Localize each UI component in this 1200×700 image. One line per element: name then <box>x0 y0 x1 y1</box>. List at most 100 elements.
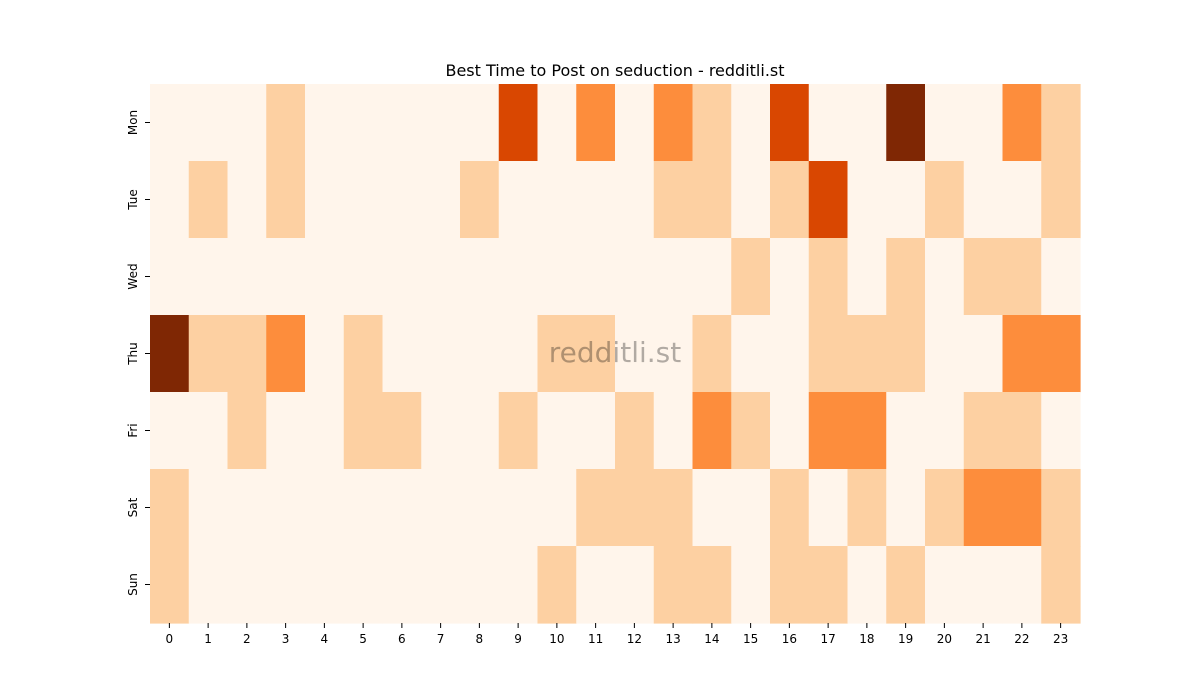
y-axis: Mon Tue Wed Thu Fri Sat Sun <box>126 110 150 596</box>
heatmap-cell <box>731 161 771 239</box>
heatmap-cell <box>343 238 384 316</box>
heatmap-cell <box>1002 392 1042 470</box>
heatmap-cell <box>963 84 1004 162</box>
heatmap-cell <box>847 392 887 470</box>
heatmap-cell <box>227 238 267 316</box>
x-tick-label: 19 <box>898 632 913 646</box>
heatmap-cells <box>150 84 1081 624</box>
heatmap-cell <box>692 546 732 624</box>
x-tick-label: 21 <box>975 632 990 646</box>
heatmap-cell <box>266 469 306 547</box>
heatmap-cell <box>886 315 926 393</box>
heatmap-cell <box>1002 161 1042 239</box>
heatmap-cell <box>576 161 616 239</box>
heatmap-cell <box>150 238 190 316</box>
heatmap-cell <box>1041 84 1081 162</box>
heatmap-cell <box>653 392 694 470</box>
heatmap-cell <box>731 469 771 547</box>
heatmap-cell <box>460 315 500 393</box>
heatmap-cell <box>460 546 500 624</box>
heatmap-cell <box>576 546 616 624</box>
heatmap-cell <box>770 84 810 162</box>
heatmap-cell <box>770 392 810 470</box>
x-tick-label: 11 <box>588 632 603 646</box>
heatmap-cell <box>266 315 306 393</box>
heatmap-cell <box>1041 315 1081 393</box>
x-tick-label: 16 <box>782 632 797 646</box>
heatmap-cell <box>343 469 384 547</box>
heatmap-cell <box>576 84 616 162</box>
heatmap-cell <box>808 238 849 316</box>
heatmap-cell <box>227 469 267 547</box>
heatmap-cell <box>343 315 384 393</box>
heatmap-cell <box>305 546 345 624</box>
heatmap-cell <box>537 469 577 547</box>
y-tick-label: Sun <box>126 573 140 596</box>
heatmap-cell <box>886 161 926 239</box>
heatmap-cell <box>963 546 1004 624</box>
heatmap-cell <box>421 84 461 162</box>
heatmap-cell <box>460 469 500 547</box>
heatmap-cell <box>537 238 577 316</box>
heatmap-cell <box>808 315 849 393</box>
heatmap-cell <box>1002 469 1042 547</box>
heatmap-cell <box>925 84 965 162</box>
heatmap-cell <box>653 546 694 624</box>
x-tick-label: 5 <box>359 632 367 646</box>
x-tick-label: 9 <box>514 632 522 646</box>
heatmap-cell <box>963 161 1004 239</box>
heatmap-cell <box>498 546 539 624</box>
heatmap-cell <box>498 392 539 470</box>
heatmap-cell <box>188 84 229 162</box>
x-tick-label: 17 <box>820 632 835 646</box>
x-axis: 0 1 2 3 4 5 6 7 8 9 10 11 12 13 14 15 16 17 18 19 20 21 22 23 <box>166 623 1068 646</box>
heatmap-cell <box>963 315 1004 393</box>
heatmap-cell <box>421 161 461 239</box>
watermark: redditli.st <box>549 336 681 369</box>
x-tick-label: 2 <box>243 632 251 646</box>
heatmap-cell <box>460 84 500 162</box>
heatmap-cell <box>692 161 732 239</box>
heatmap-cell <box>653 469 694 547</box>
heatmap-cell <box>925 469 965 547</box>
heatmap-cell <box>188 238 229 316</box>
heatmap-cell <box>227 546 267 624</box>
heatmap-cell <box>847 546 887 624</box>
x-tick-label: 23 <box>1053 632 1068 646</box>
heatmap-cell <box>731 84 771 162</box>
heatmap-cell <box>498 315 539 393</box>
heatmap-cell <box>266 161 306 239</box>
heatmap-cell <box>653 84 694 162</box>
heatmap-cell <box>343 392 384 470</box>
heatmap-cell <box>615 546 655 624</box>
heatmap-cell <box>963 238 1004 316</box>
heatmap-cell <box>227 161 267 239</box>
heatmap-cell <box>382 546 422 624</box>
heatmap-cell <box>150 469 190 547</box>
heatmap-cell <box>653 161 694 239</box>
heatmap-cell <box>227 84 267 162</box>
heatmap-cell <box>731 546 771 624</box>
heatmap-cell <box>382 84 422 162</box>
heatmap-cell <box>808 469 849 547</box>
heatmap-cell <box>692 392 732 470</box>
heatmap-cell <box>305 315 345 393</box>
heatmap-cell <box>808 84 849 162</box>
heatmap-cell <box>1041 392 1081 470</box>
heatmap-cell <box>382 238 422 316</box>
heatmap-cell <box>343 84 384 162</box>
heatmap-cell <box>731 238 771 316</box>
heatmap-cell <box>847 161 887 239</box>
heatmap-cell <box>382 392 422 470</box>
y-tick-label: Thu <box>126 342 140 366</box>
heatmap-cell <box>770 238 810 316</box>
x-tick-label: 14 <box>704 632 719 646</box>
heatmap-cell <box>537 161 577 239</box>
heatmap-cell <box>498 238 539 316</box>
heatmap-cell <box>886 392 926 470</box>
heatmap-cell <box>421 546 461 624</box>
y-tick-label: Sat <box>126 497 140 517</box>
x-tick-label: 7 <box>437 632 445 646</box>
heatmap-cell <box>847 238 887 316</box>
